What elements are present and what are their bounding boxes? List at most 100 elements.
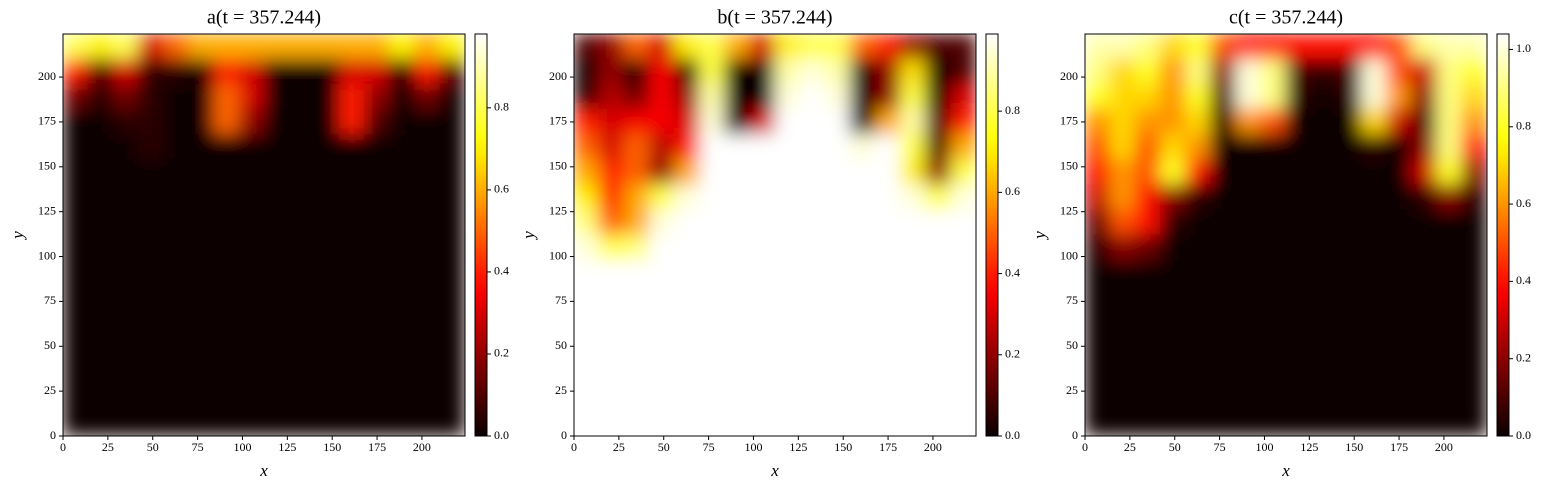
heat-cell	[875, 410, 902, 436]
heat-cell	[598, 83, 625, 110]
heat-cell	[900, 385, 927, 412]
heat-cell	[1260, 209, 1287, 236]
heat-cell	[1185, 209, 1212, 236]
heat-cell	[213, 259, 240, 286]
heat-cell	[674, 410, 701, 436]
heat-cell	[1310, 335, 1337, 362]
heat-cell	[1386, 209, 1413, 236]
colorbar-tick-label: 0.0	[494, 428, 509, 442]
heat-cell	[648, 108, 675, 135]
heat-cell	[313, 360, 340, 387]
heat-cell	[313, 234, 340, 261]
heat-cell	[1085, 234, 1111, 261]
heat-cell	[1436, 360, 1463, 387]
heat-cell	[1310, 259, 1337, 286]
colorbar	[1496, 33, 1510, 437]
heat-cell	[749, 360, 776, 387]
y-tick-label: 25	[44, 383, 56, 397]
heat-cell	[112, 83, 139, 110]
heat-cell	[1411, 360, 1438, 387]
heat-cell	[1159, 34, 1186, 60]
heat-cell	[112, 184, 139, 211]
heat-cell	[163, 309, 190, 336]
heat-cell	[900, 284, 927, 311]
heat-cell	[623, 108, 650, 135]
heat-cell	[238, 259, 265, 286]
heat-cell	[1210, 360, 1237, 387]
heat-cell	[1185, 410, 1212, 436]
heat-cell	[288, 234, 315, 261]
heat-cell	[414, 58, 441, 85]
heat-cell	[1109, 234, 1136, 261]
heat-cell	[188, 159, 215, 186]
heat-cell	[799, 309, 826, 336]
heat-cell	[574, 83, 600, 110]
heat-cell	[950, 284, 976, 311]
heat-cell	[774, 309, 801, 336]
heat-cell	[623, 385, 650, 412]
heat-cell	[439, 259, 465, 286]
heat-cell	[414, 335, 441, 362]
heat-cell	[439, 58, 465, 85]
heat-cell	[1159, 159, 1186, 186]
heat-cell	[1360, 83, 1387, 110]
heat-cell	[925, 410, 952, 436]
heat-cell	[774, 108, 801, 135]
heat-cell	[925, 159, 952, 186]
heat-cell	[238, 159, 265, 186]
heat-cell	[749, 58, 776, 85]
heat-cell	[414, 284, 441, 311]
heat-cell	[623, 34, 650, 60]
heat-cell	[1436, 410, 1463, 436]
heat-cell	[1386, 58, 1413, 85]
heat-cell	[188, 184, 215, 211]
heat-cell	[875, 108, 902, 135]
heat-cell	[925, 284, 952, 311]
heat-cell	[1085, 410, 1111, 436]
heat-cell	[1185, 83, 1212, 110]
heat-cell	[137, 410, 164, 436]
heat-cell	[63, 34, 89, 60]
colorbar	[474, 33, 488, 437]
heat-cell	[338, 159, 365, 186]
colorbar-tick-label: 1.0	[1516, 41, 1531, 55]
heat-cell	[950, 335, 976, 362]
heat-cell	[338, 385, 365, 412]
heat-cell	[1461, 108, 1487, 135]
heat-cell	[623, 259, 650, 286]
heat-cell	[1335, 385, 1362, 412]
heat-cell	[1360, 335, 1387, 362]
heat-cell	[414, 184, 441, 211]
heat-cell	[950, 259, 976, 286]
heat-cell	[1461, 159, 1487, 186]
heat-cell	[439, 108, 465, 135]
heat-cell	[574, 410, 600, 436]
heat-cell	[137, 184, 164, 211]
heat-cell	[574, 209, 600, 236]
heat-cell	[849, 410, 876, 436]
heat-cell	[1436, 134, 1463, 161]
heat-cell	[1360, 209, 1387, 236]
heat-cell	[875, 234, 902, 261]
y-tick-label: 75	[44, 293, 56, 307]
heat-cell	[598, 360, 625, 387]
heat-cell	[674, 385, 701, 412]
heat-cell	[1210, 209, 1237, 236]
heat-cell	[950, 134, 976, 161]
heat-cell	[364, 134, 391, 161]
heat-cell	[1386, 335, 1413, 362]
heat-cell	[824, 360, 851, 387]
heat-cell	[574, 134, 600, 161]
heat-cell	[1185, 360, 1212, 387]
heat-cell	[112, 385, 139, 412]
heat-cell	[648, 410, 675, 436]
heat-cell	[112, 335, 139, 362]
heat-cell	[188, 360, 215, 387]
heat-cell	[925, 234, 952, 261]
heat-cell	[213, 309, 240, 336]
x-tick-label: 100	[744, 440, 762, 454]
heat-cell	[389, 134, 416, 161]
y-tick-label: 200	[549, 69, 567, 83]
heat-cell	[389, 58, 416, 85]
heat-cell	[749, 335, 776, 362]
